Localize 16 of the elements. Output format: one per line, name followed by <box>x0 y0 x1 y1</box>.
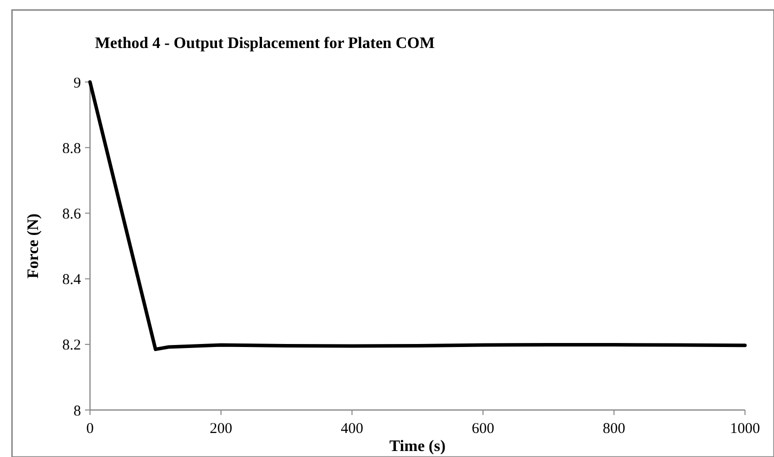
y-tick-label: 8.2 <box>62 338 81 354</box>
y-tick-label: 8.6 <box>62 206 82 222</box>
y-axis-title: Force (N) <box>25 214 42 278</box>
x-tick-label: 400 <box>340 421 364 437</box>
y-tick-label: 8 <box>74 403 81 420</box>
y-tick-label: 8.4 <box>62 272 82 288</box>
x-tick-label: 0 <box>86 421 94 437</box>
chart-title: Method 4 - Output Displacement for Platen COM <box>95 35 435 52</box>
x-tick-label: 600 <box>472 421 494 437</box>
y-tick-label: 8.8 <box>62 140 81 157</box>
y-tick-label: 9 <box>74 75 81 92</box>
x-axis-title: Time (s) <box>389 438 446 455</box>
x-tick-label: 1000 <box>730 421 760 437</box>
x-tick-label: 200 <box>210 421 232 437</box>
line-series <box>88 80 747 352</box>
x-tick-label: 800 <box>602 421 626 437</box>
